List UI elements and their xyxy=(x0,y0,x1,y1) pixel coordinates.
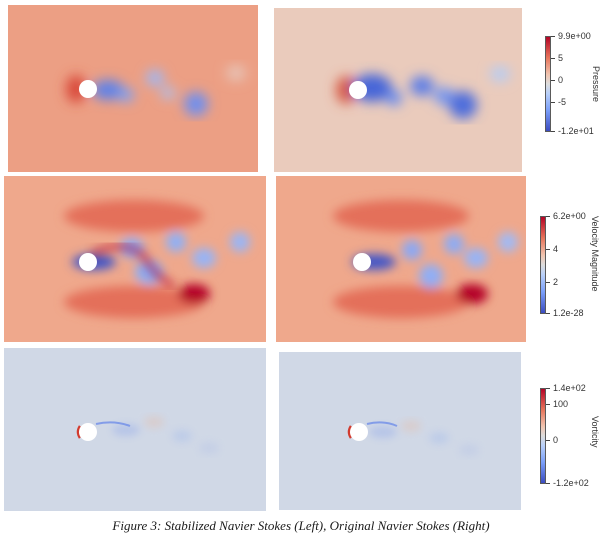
pressure-panel-left xyxy=(8,5,258,172)
vorticity-tick-0: 0 xyxy=(553,435,559,445)
pressure-tick-max: 9.9e+00 xyxy=(558,31,591,41)
velocity-panel-right xyxy=(276,176,526,342)
pressure-colorbar-title: Pressure xyxy=(591,66,601,103)
velocity-right-field xyxy=(276,176,526,342)
cylinder xyxy=(79,423,97,441)
pressure-colorbar-strip xyxy=(545,36,551,132)
pressure-tick-5: 5 xyxy=(558,53,564,63)
vorticity-colorbar-strip xyxy=(540,388,546,484)
vorticity-tick-100: 100 xyxy=(553,399,569,409)
vorticity-panel-right xyxy=(279,352,521,510)
pressure-colorbar: 9.9e+00 5 0 -5 -1.2e+01 Pressure xyxy=(545,31,601,136)
pressure-left-field xyxy=(8,5,258,172)
cylinder xyxy=(79,253,97,271)
pressure-tick-min: -1.2e+01 xyxy=(558,126,594,136)
vorticity-right-field xyxy=(279,352,521,510)
vorticity-tick-max: 1.4e+02 xyxy=(553,383,586,393)
velocity-left-field xyxy=(4,176,266,342)
velocity-colorbar-title: Velocity Magnitude xyxy=(590,216,600,292)
velocity-colorbar: 6.2e+00 4 2 1.2e-28 Velocity Magnitude xyxy=(540,211,600,318)
velocity-tick-min: 1.2e-28 xyxy=(553,308,584,318)
cylinder xyxy=(350,423,368,441)
velocity-panel-left xyxy=(4,176,266,342)
cylinder xyxy=(353,253,371,271)
vorticity-left-field xyxy=(4,348,266,511)
vorticity-tick-min: -1.2e+02 xyxy=(553,478,589,488)
pressure-tick-0: 0 xyxy=(558,75,564,85)
velocity-tick-4: 4 xyxy=(553,244,559,254)
vorticity-colorbar-title: Vorticity xyxy=(590,416,600,448)
velocity-tick-max: 6.2e+00 xyxy=(553,211,586,221)
pressure-tick-minus5: -5 xyxy=(558,97,567,107)
vorticity-colorbar: 1.4e+02 100 0 -1.2e+02 Vorticity xyxy=(540,383,600,488)
pressure-right-field xyxy=(274,8,522,172)
vorticity-panel-left xyxy=(4,348,266,511)
cylinder xyxy=(79,80,97,98)
velocity-colorbar-strip xyxy=(540,216,546,314)
figure-caption: Figure 3: Stabilized Navier Stokes (Left… xyxy=(112,518,490,533)
pressure-panel-right xyxy=(274,8,522,172)
cylinder xyxy=(349,81,367,99)
velocity-tick-2: 2 xyxy=(553,277,559,287)
